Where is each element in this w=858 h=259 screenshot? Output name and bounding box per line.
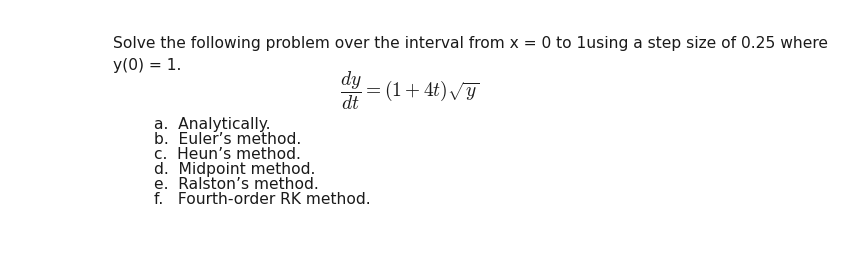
Text: f.   Fourth-order RK method.: f. Fourth-order RK method. [154,192,371,207]
Text: e.  Ralston’s method.: e. Ralston’s method. [154,177,318,192]
Text: $\dfrac{dy}{dt} = (1 + 4t)\sqrt{y}$: $\dfrac{dy}{dt} = (1 + 4t)\sqrt{y}$ [340,70,479,112]
Text: a.  Analytically.: a. Analytically. [154,117,270,132]
Text: c.  Heun’s method.: c. Heun’s method. [154,147,300,162]
Text: Solve the following problem over the interval from x = 0 to 1using a step size o: Solve the following problem over the int… [113,37,829,52]
Text: b.  Euler’s method.: b. Euler’s method. [154,132,301,147]
Text: d.  Midpoint method.: d. Midpoint method. [154,162,315,177]
Text: y(0) = 1.: y(0) = 1. [113,58,182,73]
